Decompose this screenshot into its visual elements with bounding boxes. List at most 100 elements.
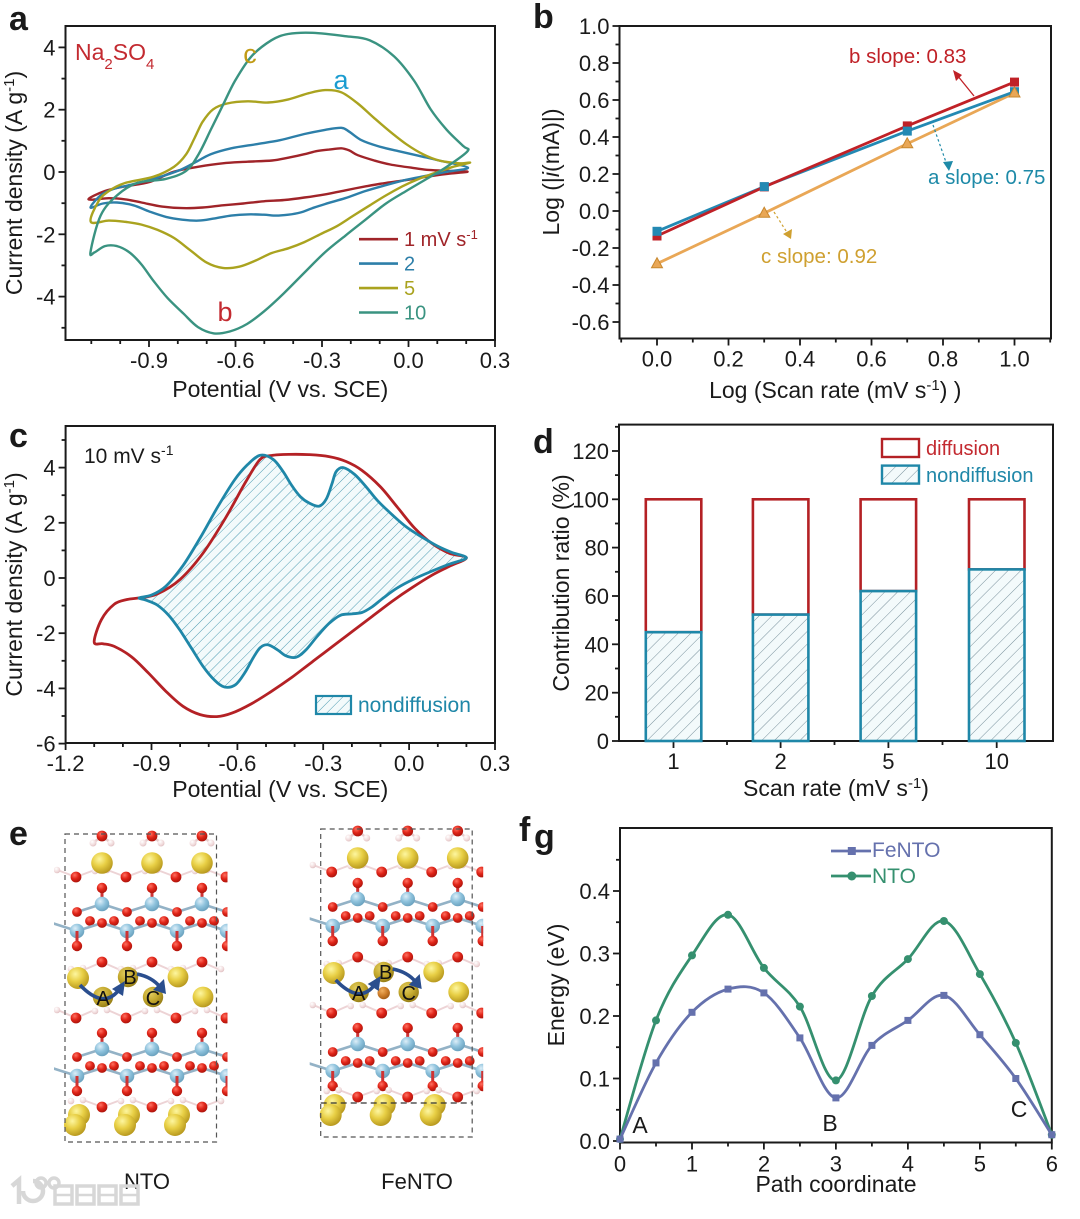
svg-text:1: 1: [667, 749, 679, 774]
svg-text:0.6: 0.6: [579, 88, 610, 113]
svg-text:a: a: [9, 0, 29, 38]
svg-text:5: 5: [404, 278, 415, 300]
svg-text:2: 2: [758, 1152, 770, 1177]
svg-text:Log (Scan rate (mV s-1) ): Log (Scan rate (mV s-1) ): [709, 377, 961, 404]
svg-text:5: 5: [974, 1152, 986, 1177]
svg-text:c slope: 0.92: c slope: 0.92: [761, 245, 877, 268]
svg-text:0.0: 0.0: [579, 199, 610, 224]
svg-text:60: 60: [585, 584, 609, 609]
svg-text:-0.4: -0.4: [572, 273, 610, 298]
svg-text:C: C: [401, 983, 415, 1005]
svg-text:-4: -4: [36, 676, 56, 701]
svg-text:10 mV s-1: 10 mV s-1: [84, 442, 174, 468]
svg-text:0.4: 0.4: [785, 347, 816, 372]
svg-text:FeNTO: FeNTO: [872, 839, 940, 862]
svg-text:-0.9: -0.9: [133, 751, 171, 776]
svg-text:2: 2: [43, 98, 55, 123]
svg-text:3: 3: [830, 1152, 842, 1177]
svg-text:b: b: [533, 0, 554, 36]
svg-text:B: B: [379, 962, 392, 984]
svg-text:0.0: 0.0: [394, 751, 425, 776]
svg-text:Path coordinate: Path coordinate: [755, 1171, 916, 1197]
svg-text:0.6: 0.6: [856, 347, 887, 372]
svg-text:1 mV s-1: 1 mV s-1: [404, 227, 478, 252]
svg-text:-2: -2: [36, 621, 56, 646]
svg-text:A: A: [352, 983, 366, 1005]
svg-text:0.4: 0.4: [579, 879, 610, 904]
svg-text:0.3: 0.3: [480, 348, 511, 373]
svg-text:0: 0: [43, 160, 55, 185]
svg-text:2: 2: [43, 511, 55, 536]
svg-text:-0.6: -0.6: [572, 310, 610, 335]
svg-text:Potential (V vs. SCE): Potential (V vs. SCE): [172, 776, 388, 802]
svg-text:b slope: 0.83: b slope: 0.83: [849, 45, 966, 68]
svg-text:C: C: [146, 988, 160, 1010]
svg-text:nondiffusion: nondiffusion: [926, 465, 1034, 487]
svg-text:0: 0: [43, 566, 55, 591]
svg-text:B: B: [123, 967, 136, 989]
svg-text:-2: -2: [36, 222, 56, 247]
svg-text:Log (|i(mA)|): Log (|i(mA)|): [538, 109, 564, 236]
svg-text:0.2: 0.2: [713, 347, 744, 372]
svg-text:0: 0: [597, 729, 609, 754]
svg-text:0.4: 0.4: [579, 125, 610, 150]
svg-text:Current density (A g-1): Current density (A g-1): [1, 472, 28, 696]
svg-text:a: a: [333, 65, 349, 95]
svg-text:10: 10: [984, 749, 1008, 774]
svg-text:A: A: [632, 1112, 648, 1138]
svg-text:-0.3: -0.3: [303, 348, 341, 373]
svg-text:4: 4: [43, 456, 55, 481]
svg-text:1.0: 1.0: [999, 347, 1030, 372]
svg-text:c: c: [9, 417, 28, 455]
svg-text:a slope: 0.75: a slope: 0.75: [928, 166, 1045, 189]
svg-text:0.8: 0.8: [579, 51, 610, 76]
svg-text:Potential (V vs. SCE): Potential (V vs. SCE): [172, 376, 388, 402]
svg-text:0.8: 0.8: [928, 347, 959, 372]
svg-text:2: 2: [404, 254, 415, 276]
svg-text:Scan rate (mV s-1): Scan rate (mV s-1): [743, 775, 929, 802]
svg-text:B: B: [822, 1110, 837, 1136]
svg-text:nondiffusion: nondiffusion: [358, 694, 471, 717]
svg-text:2: 2: [774, 749, 786, 774]
svg-text:0.3: 0.3: [579, 942, 610, 967]
svg-text:10: 10: [404, 303, 426, 325]
svg-text:b: b: [217, 297, 232, 327]
svg-text:20: 20: [585, 681, 609, 706]
svg-text:d: d: [533, 423, 554, 461]
svg-text:-0.9: -0.9: [130, 348, 168, 373]
svg-text:c: c: [243, 39, 257, 69]
svg-text:4: 4: [902, 1152, 914, 1177]
svg-text:6: 6: [1046, 1152, 1058, 1177]
svg-text:40: 40: [585, 632, 609, 657]
svg-text:0.2: 0.2: [579, 1004, 610, 1029]
svg-text:1: 1: [686, 1152, 698, 1177]
svg-text:NTO: NTO: [872, 865, 916, 888]
svg-text:4: 4: [43, 35, 55, 60]
svg-text:5: 5: [882, 749, 894, 774]
svg-text:0.0: 0.0: [642, 347, 673, 372]
svg-text:-4: -4: [36, 285, 56, 310]
svg-text:-0.3: -0.3: [304, 751, 342, 776]
svg-text:-6: -6: [36, 732, 56, 757]
svg-text:-0.2: -0.2: [572, 236, 610, 261]
svg-text:-0.6: -0.6: [217, 348, 255, 373]
svg-text:FeNTO: FeNTO: [381, 1169, 453, 1194]
svg-text:0.0: 0.0: [393, 348, 424, 373]
svg-text:C: C: [1011, 1096, 1028, 1122]
svg-text:80: 80: [585, 536, 609, 561]
svg-text:NTO: NTO: [124, 1169, 170, 1194]
svg-text:Energy (eV): Energy (eV): [543, 924, 569, 1047]
svg-text:A: A: [96, 988, 110, 1010]
svg-text:0.3: 0.3: [480, 751, 511, 776]
svg-text:diffusion: diffusion: [926, 438, 1000, 460]
svg-text:0: 0: [614, 1152, 626, 1177]
svg-text:f: f: [519, 811, 531, 849]
svg-text:1.0: 1.0: [579, 14, 610, 39]
svg-text:0.0: 0.0: [579, 1129, 610, 1154]
svg-text:-1.2: -1.2: [47, 751, 85, 776]
svg-text:0.1: 0.1: [579, 1067, 610, 1092]
svg-text:100: 100: [572, 487, 609, 512]
svg-text:0.2: 0.2: [579, 162, 610, 187]
svg-text:g: g: [534, 818, 555, 856]
svg-text:120: 120: [572, 439, 609, 464]
